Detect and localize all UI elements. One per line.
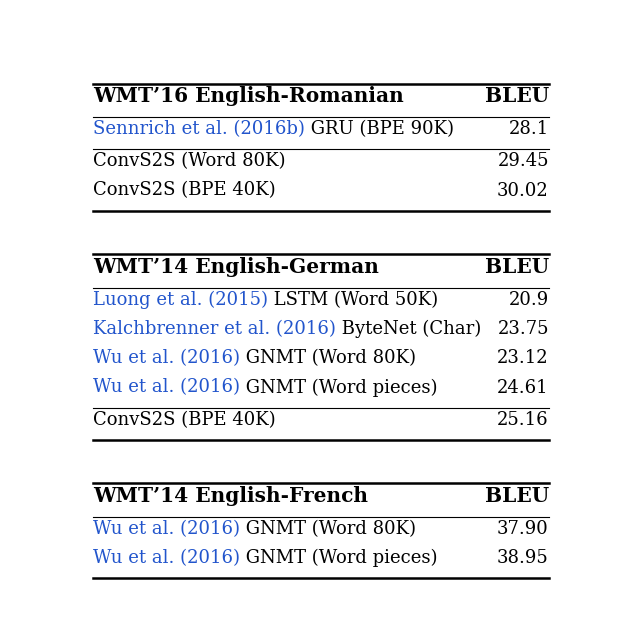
Text: Wu et al. (2016): Wu et al. (2016) [93, 379, 240, 396]
Text: Wu et al. (2016): Wu et al. (2016) [93, 520, 240, 538]
Text: 23.12: 23.12 [497, 349, 549, 368]
Text: WMT’16 English-Romanian: WMT’16 English-Romanian [93, 86, 404, 107]
Text: GNMT (Word pieces): GNMT (Word pieces) [240, 379, 438, 397]
Text: 29.45: 29.45 [497, 152, 549, 170]
Text: GNMT (Word pieces): GNMT (Word pieces) [240, 549, 438, 567]
Text: 28.1: 28.1 [508, 120, 549, 138]
Text: 37.90: 37.90 [497, 520, 549, 538]
Text: WMT’14 English-German: WMT’14 English-German [93, 257, 379, 277]
Text: Luong et al. (2015): Luong et al. (2015) [93, 291, 268, 309]
Text: BLEU: BLEU [485, 486, 549, 506]
Text: WMT’14 English-French: WMT’14 English-French [93, 486, 368, 506]
Text: ByteNet (Char): ByteNet (Char) [336, 320, 481, 338]
Text: ConvS2S (BPE 40K): ConvS2S (BPE 40K) [93, 182, 275, 200]
Text: 24.61: 24.61 [497, 379, 549, 396]
Text: Sennrich et al. (2016b): Sennrich et al. (2016b) [93, 120, 305, 138]
Text: Wu et al. (2016): Wu et al. (2016) [93, 349, 240, 368]
Text: GRU (BPE 90K): GRU (BPE 90K) [305, 120, 454, 138]
Text: 25.16: 25.16 [497, 411, 549, 429]
Text: 30.02: 30.02 [497, 182, 549, 200]
Text: 38.95: 38.95 [497, 549, 549, 567]
Text: ConvS2S (BPE 40K): ConvS2S (BPE 40K) [93, 411, 275, 429]
Text: Kalchbrenner et al. (2016): Kalchbrenner et al. (2016) [93, 320, 336, 338]
Text: BLEU: BLEU [485, 257, 549, 277]
Text: GNMT (Word 80K): GNMT (Word 80K) [240, 349, 416, 368]
Text: GNMT (Word 80K): GNMT (Word 80K) [240, 520, 416, 538]
Text: 23.75: 23.75 [497, 320, 549, 338]
Text: ConvS2S (Word 80K): ConvS2S (Word 80K) [93, 152, 285, 170]
Text: BLEU: BLEU [485, 86, 549, 107]
Text: LSTM (Word 50K): LSTM (Word 50K) [268, 291, 438, 309]
Text: Wu et al. (2016): Wu et al. (2016) [93, 549, 240, 567]
Text: 20.9: 20.9 [508, 291, 549, 309]
